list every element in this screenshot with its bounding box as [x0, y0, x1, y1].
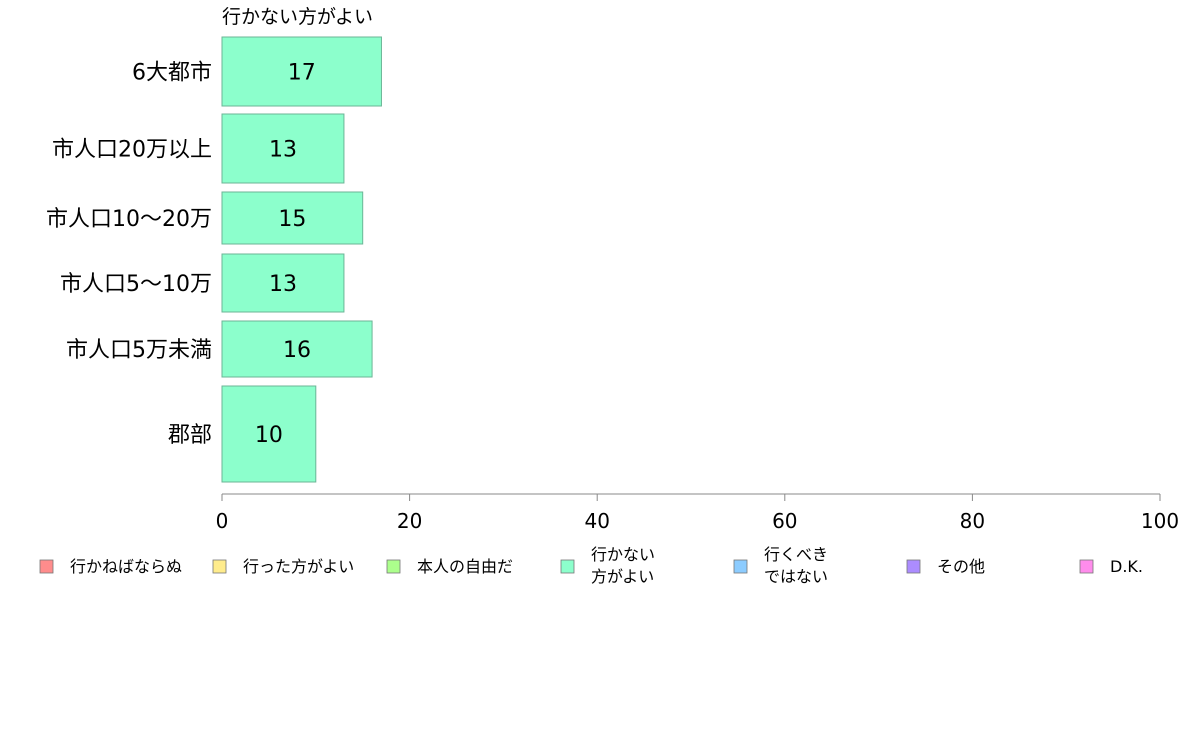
data-label: 10 — [255, 423, 283, 448]
legend-swatch — [386, 559, 401, 574]
x-tick-label: 40 — [584, 509, 609, 533]
category-label: 市人口5〜10万 — [60, 272, 212, 297]
legend-swatch — [39, 559, 54, 574]
chart-title: 行かない方がよい — [222, 6, 373, 28]
legend-label: 行かねばならぬ — [70, 557, 182, 576]
x-tick-label: 100 — [1141, 509, 1179, 533]
bar — [221, 320, 373, 378]
legend-swatch — [212, 559, 227, 574]
bar — [221, 36, 382, 107]
legend-label: 行った方がよい — [243, 557, 354, 576]
legend-label: 本人の自由だ — [417, 557, 513, 576]
x-tick-label: 60 — [772, 509, 797, 533]
category-label: 郡部 — [168, 423, 212, 448]
bar — [221, 191, 364, 245]
bar — [221, 113, 345, 184]
category-label: 市人口10〜20万 — [46, 207, 212, 232]
data-label: 16 — [283, 338, 311, 363]
legend-swatch — [560, 559, 575, 574]
legend-swatch — [733, 559, 748, 574]
x-tick-label: 0 — [216, 509, 229, 533]
bar — [221, 253, 345, 313]
data-label: 13 — [269, 272, 297, 297]
category-label: 6大都市 — [132, 61, 212, 86]
legend-label: その他 — [937, 557, 985, 576]
data-label: 17 — [288, 61, 316, 86]
data-label: 15 — [278, 207, 306, 232]
legend-label: 行くべきではない — [764, 545, 828, 586]
x-tick-label: 80 — [960, 509, 985, 533]
legend-swatch — [906, 559, 921, 574]
legend-label: 行かない方がよい — [591, 545, 655, 586]
legend-label: D.K. — [1110, 557, 1143, 576]
bar — [221, 385, 317, 483]
category-label: 市人口5万未満 — [66, 338, 212, 363]
x-tick-label: 20 — [397, 509, 422, 533]
legend-swatch — [1079, 559, 1094, 574]
data-label: 13 — [269, 138, 297, 163]
category-label: 市人口20万以上 — [52, 138, 212, 163]
